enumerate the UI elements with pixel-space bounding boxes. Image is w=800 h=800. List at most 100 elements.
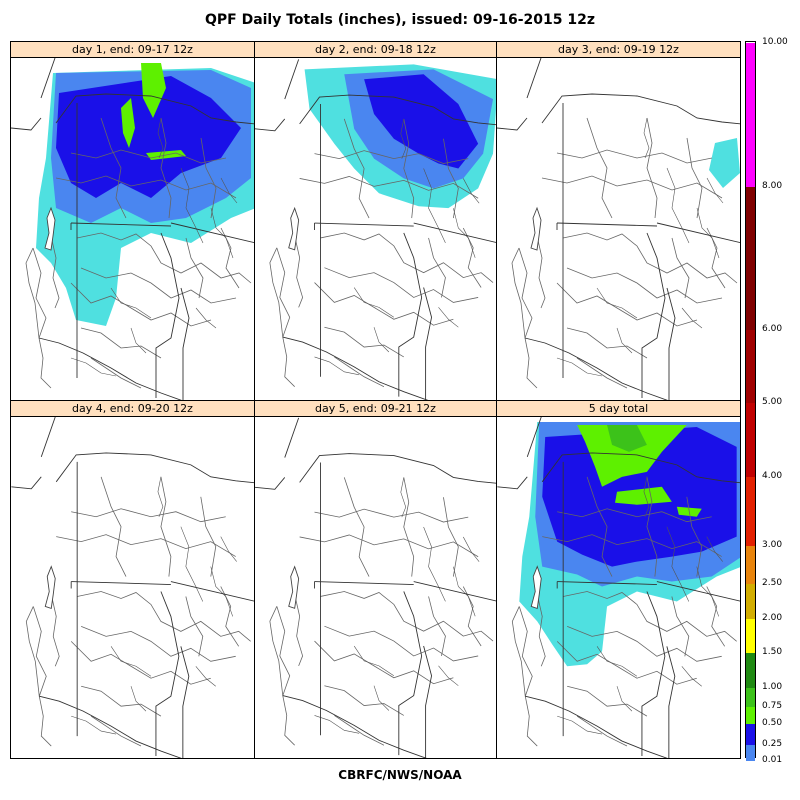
basin-line — [50, 594, 60, 667]
precip-area — [364, 74, 479, 169]
footer-credit: CBRFC/NWS/NOAA — [338, 768, 462, 782]
river-line — [157, 117, 164, 159]
legend-tick-label: 2.00 — [762, 613, 783, 623]
basin-boundaries — [269, 118, 494, 388]
basin-line — [314, 282, 454, 326]
river-line — [681, 666, 702, 687]
state-line — [284, 59, 300, 100]
state-line — [398, 591, 423, 756]
basin-line — [586, 476, 613, 577]
legend-tick-label: 2.50 — [762, 578, 783, 588]
panel-label: day 3, end: 09-19 12z — [497, 42, 740, 58]
legend-tick-label: 10.00 — [762, 37, 788, 47]
state-boundaries — [497, 417, 740, 758]
basin-line — [567, 685, 648, 717]
river-line — [643, 476, 650, 517]
state-line — [541, 452, 740, 484]
basin-line — [185, 596, 204, 657]
state-line — [526, 417, 542, 458]
river-line — [596, 287, 638, 319]
precip-fill — [709, 138, 740, 188]
basin-line — [70, 149, 227, 164]
basin-line — [314, 508, 469, 523]
river-line — [400, 118, 407, 159]
river-line — [438, 307, 459, 328]
basin-line — [334, 715, 385, 746]
legend-tick-label: 4.00 — [762, 471, 783, 481]
state-line — [666, 287, 676, 400]
legend-tick-label: 0.25 — [762, 739, 783, 749]
river-line — [423, 526, 446, 602]
panel-label: day 2, end: 09-18 12z — [255, 42, 496, 58]
legend-color-bin — [746, 653, 755, 688]
state-line — [180, 287, 190, 400]
river-line — [616, 327, 633, 354]
legend-color-bin — [746, 546, 755, 584]
basin-line — [671, 596, 690, 657]
basin-line — [567, 626, 722, 662]
precip-area — [577, 424, 687, 487]
panel-day-1: day 1, end: 09-17 12z — [10, 41, 255, 401]
state-line — [40, 417, 56, 458]
basin-line — [686, 137, 703, 219]
state-line — [641, 232, 666, 398]
river-line — [400, 477, 407, 518]
basin-line — [343, 118, 370, 219]
river-line — [353, 645, 395, 677]
basin-line — [511, 247, 526, 339]
legend-color-bin — [746, 724, 755, 745]
state-line — [55, 452, 254, 484]
state-line — [38, 337, 182, 400]
basin-line — [536, 235, 546, 309]
basin-line — [81, 626, 236, 662]
panel-label: day 4, end: 09-20 12z — [11, 401, 254, 417]
state-line — [314, 222, 414, 227]
basin-line — [299, 534, 479, 558]
legend-color-bin — [746, 330, 755, 403]
state-line — [656, 222, 740, 243]
basin-line — [185, 237, 204, 299]
legend-tick-label: 0.75 — [762, 701, 783, 711]
basin-line — [324, 326, 404, 358]
river-line — [616, 686, 633, 712]
precip-fill — [304, 64, 496, 209]
state-line — [299, 453, 496, 484]
basin-line — [314, 640, 454, 685]
state-line — [39, 695, 182, 758]
precip-area — [56, 76, 241, 198]
state-line — [556, 222, 658, 227]
river-line — [314, 356, 360, 376]
basin-line — [294, 594, 304, 667]
state-line — [282, 695, 427, 758]
river-line — [373, 327, 390, 353]
state-line — [71, 581, 171, 585]
basin-line — [160, 117, 172, 219]
legend-color-bin — [746, 43, 755, 187]
basin-line — [443, 138, 459, 219]
state-boundaries — [11, 58, 254, 400]
basin-line — [269, 606, 284, 696]
rivers — [314, 118, 480, 376]
precip-area — [607, 424, 647, 452]
state-line — [11, 117, 42, 131]
panel-label: 5 day total — [497, 401, 740, 417]
legend-tick-label: 1.50 — [762, 647, 783, 657]
basin-line — [324, 267, 479, 303]
river-line — [373, 685, 390, 711]
state-line — [70, 222, 172, 227]
basin-boundaries — [25, 117, 252, 389]
state-line — [314, 581, 414, 585]
state-line — [170, 222, 254, 243]
state-line — [255, 118, 286, 132]
basin-line — [443, 497, 459, 577]
panel-day-3: day 3, end: 09-19 12z — [496, 41, 741, 401]
state-line — [497, 117, 528, 131]
legend-color-bin — [746, 688, 755, 707]
basin-line — [576, 357, 628, 389]
basin-line — [671, 237, 690, 299]
basin-line — [55, 175, 237, 199]
basin-line — [276, 606, 295, 746]
river-line — [70, 357, 117, 377]
panel-label: day 1, end: 09-17 12z — [11, 42, 254, 58]
river-line — [596, 646, 638, 677]
